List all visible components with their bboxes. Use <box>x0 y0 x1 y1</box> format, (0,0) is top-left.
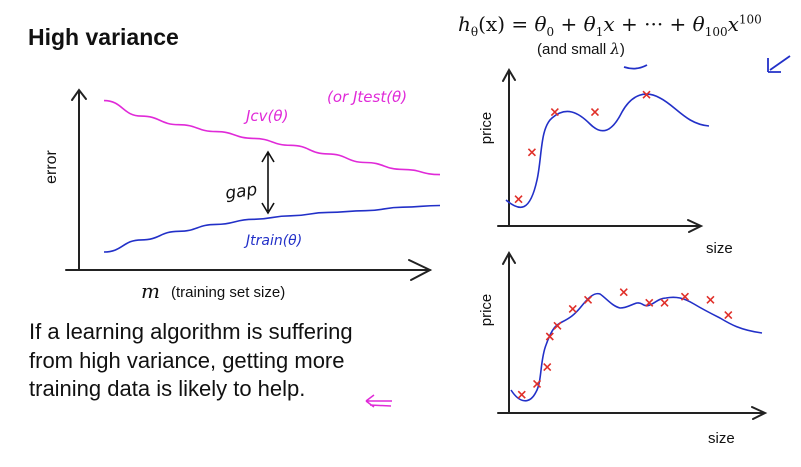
data-point-x-marker <box>660 298 669 307</box>
lc-x-axis-symbol: m <box>141 279 160 303</box>
explanation-text: If a learning algorithm is suffering fro… <box>29 318 429 404</box>
data-point-x-marker <box>527 148 536 157</box>
formula-theta100-sub: 100 <box>704 25 728 39</box>
slide-title: High variance <box>28 24 179 50</box>
explanation-line-3-text: training data is likely to help. <box>29 376 306 401</box>
top-training-points <box>514 90 651 204</box>
explanation-line-3: training data is likely to help. <box>29 375 429 404</box>
hypothesis-formula: hθ(x) = θ0 + θ1x + ··· + θ100x100 <box>458 12 762 39</box>
data-point-x-marker <box>680 292 690 301</box>
formula-lhs-arg: (x) = <box>478 12 535 36</box>
top-price-plot: price size <box>478 67 733 257</box>
formula-x100-sup: 100 <box>738 12 762 27</box>
lambda-underline <box>623 64 648 70</box>
formula-theta100: θ <box>692 12 705 36</box>
gap-arrow <box>261 150 275 215</box>
gap-label: gap <box>224 180 259 204</box>
formula-theta0: θ <box>534 12 547 36</box>
lc-y-axis-label: error <box>43 149 60 183</box>
formula-note-suffix: ) <box>619 41 625 58</box>
data-point-x-marker <box>545 332 554 341</box>
explanation-line-1: If a learning algorithm is suffering <box>29 319 353 344</box>
lc-x-axis-label: (training set size) <box>171 284 285 301</box>
data-point-x-marker <box>645 298 654 307</box>
data-point-x-marker <box>517 390 526 399</box>
cv-error-curve <box>103 99 441 176</box>
formula-plus: + <box>554 12 584 36</box>
learning-curve-chart: error m (training set size) Jcv(θ) (or J… <box>43 88 441 303</box>
formula-dots: + ··· + <box>614 12 693 36</box>
data-point-x-marker <box>543 363 552 372</box>
data-point-x-marker <box>514 195 523 204</box>
train-curve-label: Jtrain(θ) <box>243 233 302 249</box>
bottom-y-axis-label: price <box>478 294 495 327</box>
formula-theta1: θ <box>583 12 596 36</box>
formula-note: (and small λ) <box>537 40 625 58</box>
data-point-x-marker <box>619 288 628 297</box>
bottom-training-points <box>517 288 733 399</box>
test-curve-label: (or Jtest(θ) <box>327 88 407 106</box>
formula-lhs-sub: θ <box>470 25 479 39</box>
lc-x-axis-arrowhead <box>408 259 433 281</box>
data-point-x-marker <box>642 90 651 99</box>
bottom-y-axis-arrowhead <box>502 250 516 265</box>
data-point-x-marker <box>568 304 577 314</box>
cv-curve-label: Jcv(θ) <box>243 107 288 125</box>
formula-note-prefix: (and small <box>537 41 611 58</box>
bottom-fit-curve <box>510 292 763 402</box>
data-point-x-marker <box>590 108 600 117</box>
explanation-line-2: from high variance, getting more <box>29 347 345 373</box>
data-point-x-marker <box>553 321 562 330</box>
bottom-price-plot: price size <box>478 250 768 447</box>
data-point-x-marker <box>532 379 542 388</box>
formula-x100: x <box>727 12 739 36</box>
top-fit-curve <box>505 93 710 209</box>
formula-x1: x <box>603 12 615 36</box>
formula-lhs: h <box>458 12 471 36</box>
bottom-x-axis-label: size <box>708 430 735 447</box>
top-y-axis-arrowhead <box>502 67 516 82</box>
data-point-x-marker <box>706 295 715 304</box>
train-error-curve <box>103 204 441 253</box>
lc-y-axis-arrowhead <box>71 88 87 101</box>
formula-theta0-sub: 0 <box>546 25 555 39</box>
lambda-pointer-arrow <box>767 55 791 73</box>
top-x-axis-arrowhead <box>687 219 704 233</box>
top-x-axis-label: size <box>706 240 733 257</box>
lambda-symbol: λ <box>610 40 620 58</box>
top-y-axis-label: price <box>478 112 495 145</box>
data-point-x-marker <box>583 295 593 304</box>
data-point-x-marker <box>724 311 733 320</box>
bottom-x-axis-arrowhead <box>751 406 768 420</box>
formula-theta1-sub: 1 <box>595 25 604 39</box>
paragraph-pointer-arrow <box>365 394 392 408</box>
data-point-x-marker <box>550 108 559 117</box>
